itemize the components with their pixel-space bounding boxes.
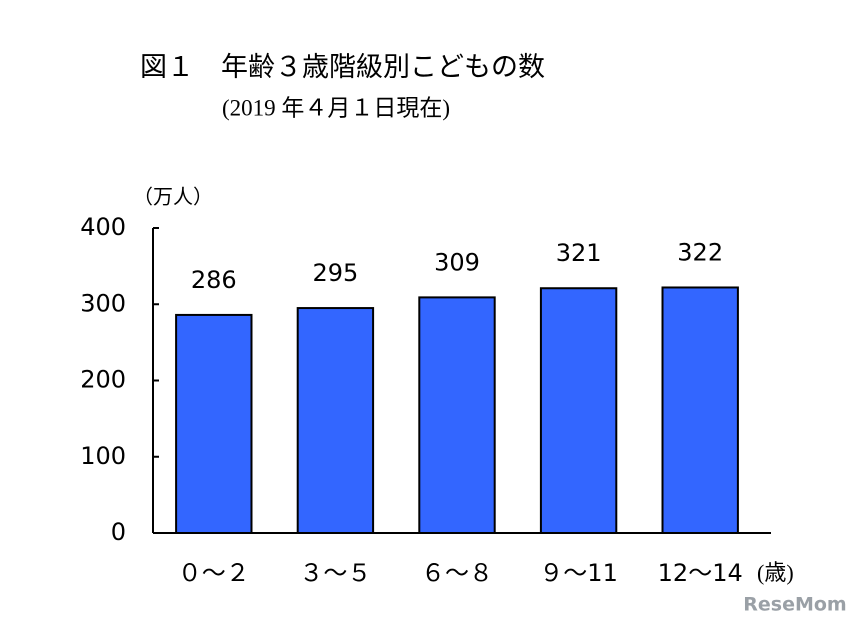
x-axis-label: (歳)	[757, 560, 794, 585]
x-tick-label: 12～14	[658, 559, 743, 587]
y-tick-label: 400	[80, 213, 126, 241]
value-label: 322	[677, 238, 723, 266]
chart-subtitle: (2019 年４月１日現在)	[222, 95, 450, 120]
x-tick-label: ０～２	[178, 559, 250, 587]
y-tick-label: 100	[80, 442, 126, 470]
y-tick-label: 0	[111, 518, 126, 546]
bar	[296, 307, 375, 534]
bar	[539, 287, 618, 534]
x-tick-label: ３～５	[299, 559, 371, 587]
y-tick-label: 200	[80, 366, 126, 394]
bar	[175, 313, 253, 534]
x-tick-label: ６～８	[421, 559, 493, 587]
bar	[661, 286, 739, 534]
chart-title: 図１ 年齢３歳階級別こどもの数	[140, 52, 545, 82]
value-label: 295	[312, 259, 358, 287]
bar	[418, 296, 496, 535]
value-label: 309	[434, 248, 480, 276]
watermark: ReseMom	[743, 594, 846, 616]
y-tick-label: 300	[80, 289, 126, 317]
y-axis-label: （万人）	[133, 186, 213, 209]
value-label: 286	[191, 266, 237, 294]
value-label: 321	[556, 239, 602, 267]
x-tick-label: ９～11	[539, 559, 618, 587]
